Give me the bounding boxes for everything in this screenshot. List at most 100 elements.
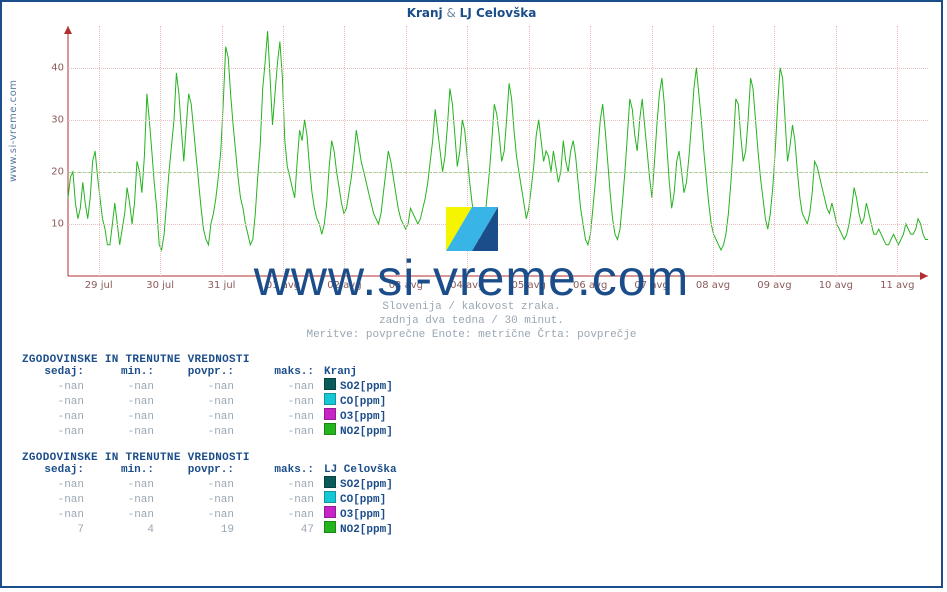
col-min: min.: (84, 464, 154, 476)
cell-now: -nan (22, 494, 84, 506)
caption-line-1: Slovenija / kakovost zraka. (2, 300, 941, 314)
col-now: sedaj: (22, 366, 84, 378)
table-row: -nan-nan-nan-nanCO[ppm] (22, 491, 464, 506)
x-tick-label: 08 avg (696, 280, 730, 291)
cell-now: -nan (22, 479, 84, 491)
cell-avg: -nan (154, 381, 234, 393)
table-head: sedaj:min.:povpr.:maks.:LJ Celovška (22, 464, 464, 476)
gridline-v (713, 26, 714, 276)
cell-max: -nan (234, 381, 314, 393)
cell-max: -nan (234, 509, 314, 521)
cell-avg: -nan (154, 494, 234, 506)
cell-max: -nan (234, 396, 314, 408)
x-tick-label: 04 avg (450, 280, 484, 291)
gridline-h (68, 224, 928, 225)
caption-line-3: Meritve: povprečne Enote: metrične Črta:… (2, 328, 941, 342)
cell-param: O3[ppm] (340, 509, 386, 521)
table-row: 741947 NO2[ppm] (22, 521, 464, 536)
cell-param: CO[ppm] (340, 396, 386, 408)
x-tick-label: 31 jul (208, 280, 236, 291)
legend-swatch-icon (324, 378, 336, 390)
col-now: sedaj: (22, 464, 84, 476)
line-series-svg (68, 26, 928, 276)
gridline-v (529, 26, 530, 276)
gridline-h (68, 68, 928, 69)
x-tick-label: 30 jul (146, 280, 174, 291)
cell-param: SO2[ppm] (340, 381, 393, 393)
reference-line (68, 172, 928, 173)
gridline-v (652, 26, 653, 276)
data-tables: ZGODOVINSKE IN TRENUTNE VREDNOSTIsedaj:m… (22, 354, 464, 550)
x-tick-label: 06 avg (573, 280, 607, 291)
x-tick-label: 09 avg (757, 280, 791, 291)
legend-swatch-icon (324, 476, 336, 488)
x-tick-label: 10 avg (819, 280, 853, 291)
cell-param: SO2[ppm] (340, 479, 393, 491)
cell-now: 7 (22, 524, 84, 536)
cell-param: CO[ppm] (340, 494, 386, 506)
side-url-label: www.si-vreme.com (8, 79, 19, 182)
cell-avg: -nan (154, 396, 234, 408)
table-title: ZGODOVINSKE IN TRENUTNE VREDNOSTI (22, 452, 464, 464)
gridline-v (160, 26, 161, 276)
col-location: LJ Celovška (314, 464, 464, 476)
chart-caption: Slovenija / kakovost zraka. zadnja dva t… (2, 300, 941, 342)
chart-title: Kranj & LJ Celovška (2, 6, 941, 20)
cell-min: -nan (84, 396, 154, 408)
cell-param: NO2[ppm] (340, 524, 393, 536)
cell-now: -nan (22, 396, 84, 408)
y-tick-label: 20 (40, 166, 64, 177)
col-location: Kranj (314, 366, 464, 378)
x-tick-label: 05 avg (512, 280, 546, 291)
gridline-v (836, 26, 837, 276)
legend-swatch-icon (324, 423, 336, 435)
stats-table: ZGODOVINSKE IN TRENUTNE VREDNOSTIsedaj:m… (22, 354, 464, 438)
y-tick-label: 10 (40, 218, 64, 229)
cell-max: -nan (234, 426, 314, 438)
legend-swatch-icon (324, 393, 336, 405)
gridline-v (590, 26, 591, 276)
x-tick-label: 02 avg (327, 280, 361, 291)
x-tick-label: 07 avg (634, 280, 668, 291)
cell-min: -nan (84, 411, 154, 423)
x-tick-label: 01 avg (266, 280, 300, 291)
table-head: sedaj:min.:povpr.:maks.:Kranj (22, 366, 464, 378)
cell-max: -nan (234, 411, 314, 423)
cell-avg: -nan (154, 479, 234, 491)
chart-area: 1020304029 jul30 jul31 jul01 avg02 avg03… (38, 26, 928, 296)
title-ampersand: & (443, 6, 460, 20)
table-row: -nan-nan-nan-nanSO2[ppm] (22, 476, 464, 491)
table-row: -nan-nan-nan-nanO3[ppm] (22, 506, 464, 521)
x-tick-label: 29 jul (85, 280, 113, 291)
title-station-b: LJ Celovška (460, 6, 537, 20)
legend-swatch-icon (324, 506, 336, 518)
title-station-a: Kranj (407, 6, 443, 20)
legend-swatch-icon (324, 408, 336, 420)
table-title: ZGODOVINSKE IN TRENUTNE VREDNOSTI (22, 354, 464, 366)
gridline-v (774, 26, 775, 276)
legend-swatch-icon (324, 521, 336, 533)
cell-avg: 19 (154, 524, 234, 536)
col-avg: povpr.: (154, 366, 234, 378)
cell-now: -nan (22, 426, 84, 438)
cell-avg: -nan (154, 426, 234, 438)
col-max: maks.: (234, 464, 314, 476)
gridline-v (222, 26, 223, 276)
x-tick-label: 11 avg (880, 280, 914, 291)
cell-max: -nan (234, 479, 314, 491)
cell-min: -nan (84, 479, 154, 491)
cell-max: 47 (234, 524, 314, 536)
gridline-v (344, 26, 345, 276)
cell-min: 4 (84, 524, 154, 536)
stats-table: ZGODOVINSKE IN TRENUTNE VREDNOSTIsedaj:m… (22, 452, 464, 536)
cell-avg: -nan (154, 509, 234, 521)
table-row: -nan-nan-nan-nanSO2[ppm] (22, 378, 464, 393)
cell-max: -nan (234, 494, 314, 506)
legend-swatch-icon (324, 491, 336, 503)
gridline-h (68, 120, 928, 121)
cell-now: -nan (22, 509, 84, 521)
cell-param: O3[ppm] (340, 411, 386, 423)
col-avg: povpr.: (154, 464, 234, 476)
gridline-v (99, 26, 100, 276)
table-row: -nan-nan-nan-nanCO[ppm] (22, 393, 464, 408)
